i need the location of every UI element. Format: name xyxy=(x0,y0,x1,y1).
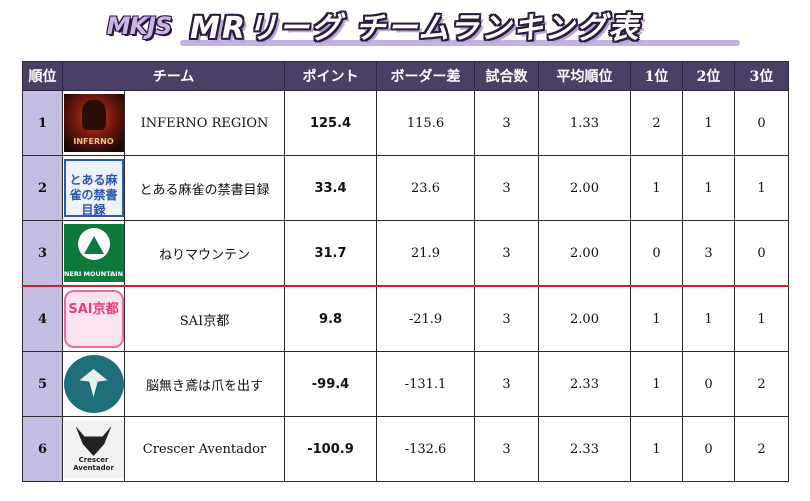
team-logo-cell: INFERNO xyxy=(62,90,125,156)
first-cell: 1 xyxy=(630,351,683,417)
sai-kyoto-logo: SAI京都 xyxy=(63,290,124,348)
points-cell: 9.8 xyxy=(284,285,377,352)
col-second: 2位 xyxy=(682,61,735,91)
col-border-diff: ボーダー差 xyxy=(376,61,475,91)
title-underline xyxy=(180,40,740,46)
points-cell: 125.4 xyxy=(284,90,377,156)
points-cell: 33.4 xyxy=(284,155,377,221)
neri-mountain-logo: NERI MOUNTAIN xyxy=(63,224,124,282)
avg-rank-cell: 2.33 xyxy=(538,351,631,417)
logo-label: Crescer Aventador xyxy=(73,456,114,472)
team-logo-cell: NERI MOUNTAIN xyxy=(62,220,125,287)
third-cell: 2 xyxy=(734,416,789,482)
col-team: チーム xyxy=(62,61,285,91)
rank-cell: 3 xyxy=(22,220,63,287)
team-name: SAI京都 xyxy=(124,285,285,352)
third-cell: 2 xyxy=(734,351,789,417)
border-diff-cell: -132.6 xyxy=(376,416,475,482)
second-cell: 0 xyxy=(682,416,735,482)
team-name: ねりマウンテン xyxy=(124,220,285,287)
rank-cell: 5 xyxy=(22,351,63,417)
games-cell: 3 xyxy=(474,155,539,221)
rank-cell: 4 xyxy=(22,285,63,352)
table-row: 5 脳無き鳶は爪を出す -99.4 -131.1 3 2.33 1 0 2 xyxy=(22,351,789,417)
team-name: INFERNO REGION xyxy=(124,90,285,156)
hawk-icon xyxy=(79,369,108,397)
bull-icon xyxy=(75,426,112,456)
page-title: MRリーグ チームランキング表 xyxy=(190,11,641,46)
page-header: MKJS MRリーグ チームランキング表 xyxy=(0,0,810,60)
col-avg-rank: 平均順位 xyxy=(538,61,631,91)
team-name: Crescer Aventador xyxy=(124,416,285,482)
rank-cell: 1 xyxy=(22,90,63,156)
points-cell: -100.9 xyxy=(284,416,377,482)
rank-cell: 6 xyxy=(22,416,63,482)
logo-label: NERI MOUNTAIN xyxy=(63,270,124,278)
col-rank: 順位 xyxy=(22,61,63,91)
team-logo-cell: SAI京都 xyxy=(62,285,125,352)
nouki-tobi-logo xyxy=(63,355,124,413)
ranking-table: 順位 チーム ポイント ボーダー差 試合数 平均順位 1位 2位 3位 1 IN… xyxy=(22,61,789,482)
logo-label: とある麻雀の禁書目録 xyxy=(69,173,118,217)
second-cell: 3 xyxy=(682,220,735,287)
games-cell: 3 xyxy=(474,90,539,156)
border-diff-cell: -21.9 xyxy=(376,285,475,352)
points-cell: 31.7 xyxy=(284,220,377,287)
league-logo-text: MKJS xyxy=(106,12,173,40)
games-cell: 3 xyxy=(474,285,539,352)
team-logo-cell xyxy=(62,351,125,417)
points-cell: -99.4 xyxy=(284,351,377,417)
first-cell: 1 xyxy=(630,285,683,352)
crescer-aventador-logo: Crescer Aventador xyxy=(63,420,124,478)
third-cell: 1 xyxy=(734,155,789,221)
table-row: 2 とある麻雀の禁書目録 とある麻雀の禁書目録 33.4 23.6 3 2.00… xyxy=(22,155,789,221)
first-cell: 1 xyxy=(630,416,683,482)
first-cell: 2 xyxy=(630,90,683,156)
border-diff-cell: -131.1 xyxy=(376,351,475,417)
third-cell: 0 xyxy=(734,90,789,156)
team-name: とある麻雀の禁書目録 xyxy=(124,155,285,221)
table-row: 6 Crescer Aventador Crescer Aventador -1… xyxy=(22,416,789,482)
logo-label: INFERNO xyxy=(73,137,114,146)
avg-rank-cell: 1.33 xyxy=(538,90,631,156)
avg-rank-cell: 2.00 xyxy=(538,285,631,352)
table-row: 4 SAI京都 SAI京都 9.8 -21.9 3 2.00 1 1 1 xyxy=(22,285,789,352)
second-cell: 0 xyxy=(682,351,735,417)
avg-rank-cell: 2.00 xyxy=(538,220,631,287)
second-cell: 1 xyxy=(682,285,735,352)
table-header-row: 順位 チーム ポイント ボーダー差 試合数 平均順位 1位 2位 3位 xyxy=(22,61,789,91)
team-name: 脳無き鳶は爪を出す xyxy=(124,351,285,417)
team-logo-cell: とある麻雀の禁書目録 xyxy=(62,155,125,221)
first-cell: 0 xyxy=(630,220,683,287)
col-first: 1位 xyxy=(630,61,683,91)
table-row: 3 NERI MOUNTAIN ねりマウンテン 31.7 21.9 3 2.00… xyxy=(22,220,789,287)
avg-rank-cell: 2.33 xyxy=(538,416,631,482)
games-cell: 3 xyxy=(474,416,539,482)
col-points: ポイント xyxy=(284,61,377,91)
border-diff-cell: 115.6 xyxy=(376,90,475,156)
third-cell: 0 xyxy=(734,220,789,287)
border-diff-cell: 23.6 xyxy=(376,155,475,221)
logo-label: SAI京都 xyxy=(68,302,119,317)
first-cell: 1 xyxy=(630,155,683,221)
inferno-region-logo: INFERNO xyxy=(63,94,124,152)
avg-rank-cell: 2.00 xyxy=(538,155,631,221)
table-row: 1 INFERNO INFERNO REGION 125.4 115.6 3 1… xyxy=(22,90,789,156)
border-diff-cell: 21.9 xyxy=(376,220,475,287)
rank-cell: 2 xyxy=(22,155,63,221)
col-third: 3位 xyxy=(734,61,789,91)
third-cell: 1 xyxy=(734,285,789,352)
col-games: 試合数 xyxy=(474,61,539,91)
league-logo: MKJS xyxy=(98,8,180,50)
games-cell: 3 xyxy=(474,351,539,417)
mountain-peak-icon xyxy=(83,236,104,254)
second-cell: 1 xyxy=(682,155,735,221)
demon-icon xyxy=(81,100,106,130)
team-logo-cell: Crescer Aventador xyxy=(62,416,125,482)
second-cell: 1 xyxy=(682,90,735,156)
toaru-mahjong-logo: とある麻雀の禁書目録 xyxy=(63,159,124,217)
games-cell: 3 xyxy=(474,220,539,287)
